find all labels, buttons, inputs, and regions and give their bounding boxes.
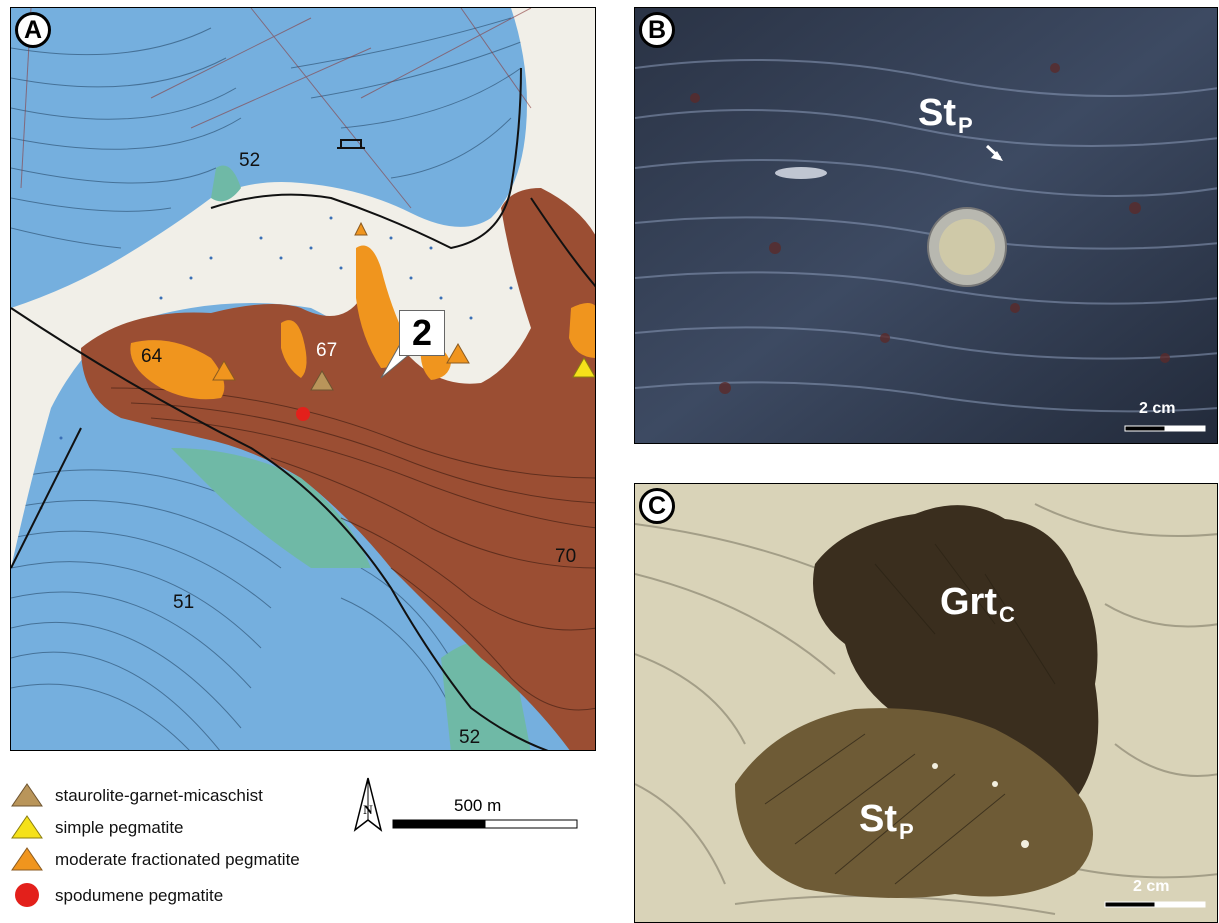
scale-bar-label: 2 cm [1133,878,1170,895]
scale-bar-black [1124,425,1166,432]
simple-pegmatite-marker [572,357,595,378]
grid-lines [20,8,532,209]
fault-lines [11,67,595,750]
scale-bar-white [1164,425,1206,432]
thin-section-panel: C GrtC StP 2 cm [634,483,1218,923]
map-number-label: 52 [239,150,261,171]
legend-label: simple pegmatite [55,818,184,837]
mineral-abbrev: St [918,92,956,134]
panel-label-c: C [639,488,675,524]
mineral-label-garnet: GrtC [940,581,1015,628]
brown-unit-area [81,188,595,750]
micaschist-marker [310,370,334,391]
circle-icon [15,883,39,907]
legend-item-micaschist: staurolite-garnet-micaschist [10,782,350,808]
garnet-spots [690,63,1170,394]
panel-label-a: A [15,12,51,48]
map-number-label: 64 [141,346,163,367]
mineral-subscript: P [899,819,914,844]
locality-callout: 2 [399,310,445,356]
mineral-label-staurolite: StP [918,92,973,139]
pegmatite-body [356,245,406,368]
triangle-icon [11,815,43,839]
map-number-label: 51 [173,592,195,613]
crystal-fractures [764,543,1056,885]
scale-bar-white [1154,901,1206,908]
staurolite-crystal [735,708,1093,898]
teal-unit-area [171,448,371,568]
mineral-subscript: P [958,113,973,138]
outcrop-photo-panel: B StP 2 cm [634,7,1218,444]
scale-bar-black [1104,901,1156,908]
pegmatite-body [281,320,307,378]
map-scale-bar: 500 m [392,796,578,836]
legend-label: moderate fractionated pegmatite [55,850,300,869]
white-unit-area [11,8,595,568]
spodumene-pegmatite-marker [296,407,310,421]
garnet-crystal [813,505,1099,811]
north-arrow-icon: N [353,777,383,832]
triangle-icon [11,847,43,871]
map-number-label: 67 [316,340,338,361]
scale-bar-label: 2 cm [1139,400,1176,417]
mineral-label-staurolite: StP [859,798,914,845]
panel-label-b: B [639,12,675,48]
map-number-label: 70 [555,546,577,567]
legend-label: staurolite-garnet-micaschist [55,786,263,805]
triangle-icon [11,783,43,807]
legend-item-simple-pegmatite: simple pegmatite [10,814,350,840]
mineral-abbrev: Grt [940,581,997,623]
legend-label: spodumene pegmatite [55,886,224,905]
mineral-subscript: C [999,602,1015,627]
map-scale-graphic [392,819,578,829]
map-number-label: 52 [459,727,481,748]
pegmatite-body [569,303,595,358]
north-arrow: N [353,776,383,837]
legend-item-spodumene-pegmatite: spodumene pegmatite [10,882,350,908]
arrow-head [991,151,1003,161]
legend-item-moderate-pegmatite: moderate fractionated pegmatite [10,846,350,872]
moderate-pegmatite-marker [354,221,368,236]
building-symbol [337,139,365,149]
map-scale-label: 500 m [454,796,502,815]
contour-lines [11,17,532,750]
pegmatite-body [130,340,225,400]
mineral-abbrev: St [859,798,897,840]
teal-unit-area-north [211,165,241,202]
foliation-streaks [635,59,1217,413]
geologic-map-panel: A 2 52 64 67 70 51 52 [10,7,596,751]
moderate-pegmatite-marker [212,360,236,381]
geologic-map [11,8,595,750]
outcrop-photo [635,8,1217,443]
moderate-pegmatite-marker [446,343,470,364]
north-letter: N [363,802,373,817]
thin-section-photo [635,484,1217,922]
